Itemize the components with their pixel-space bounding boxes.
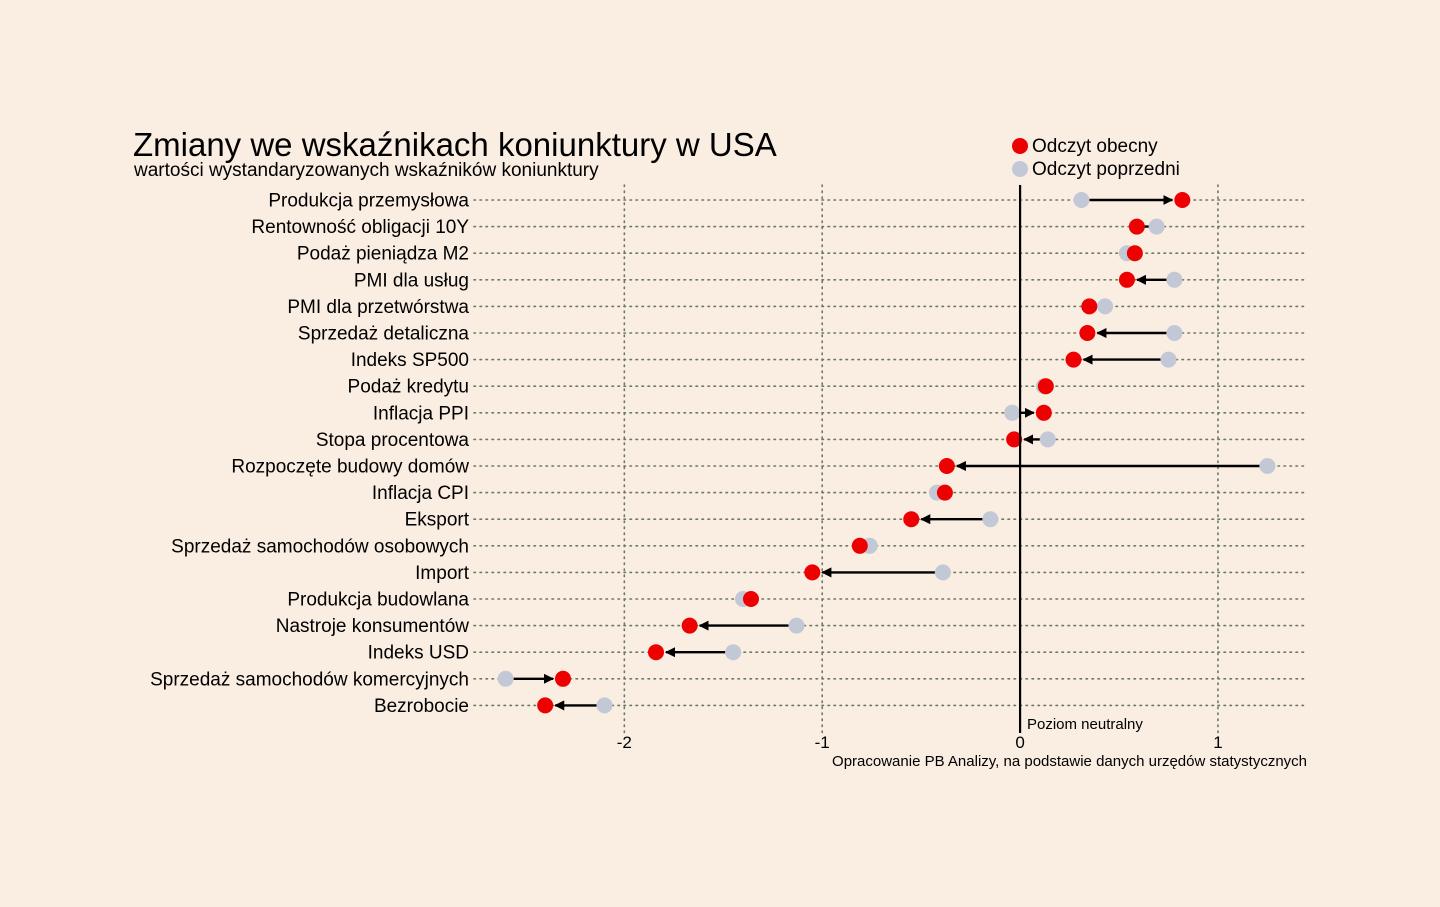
category-label: Sprzedaż samochodów osobowych (171, 536, 469, 557)
current-value-dot (1065, 351, 1082, 368)
category-label: Produkcja budowlana (287, 590, 469, 611)
current-value-dot (1128, 218, 1145, 235)
legend-previous-marker (1012, 161, 1028, 177)
current-value-dot (1079, 325, 1096, 341)
previous-value-dot (934, 564, 951, 581)
category-label: Inflacja PPI (373, 403, 469, 424)
category-label: Podaż kredytu (348, 377, 469, 398)
current-value-dot (537, 697, 554, 714)
current-value-dot (1081, 298, 1098, 315)
x-axis: -2 -1 0 1 (617, 185, 1223, 752)
previous-value-dot (1097, 298, 1114, 315)
x-tick-label: 1 (1213, 733, 1222, 752)
current-value-dot (1126, 245, 1143, 262)
current-value-dot (1037, 378, 1054, 395)
legend-current-marker (1012, 138, 1028, 154)
current-value-dot (648, 644, 664, 661)
previous-value-dot (1259, 458, 1276, 474)
category-label: PMI dla przetwórstwa (287, 297, 469, 318)
current-value-dot (681, 617, 698, 634)
current-value-dot (903, 511, 920, 528)
category-label: Rozpoczęte budowy domów (231, 457, 469, 478)
category-label: Podaż pieniądza M2 (297, 244, 469, 265)
previous-value-dot (1166, 325, 1183, 341)
category-label: Rentowność obligacji 10Y (251, 217, 469, 238)
previous-value-dot (1004, 404, 1021, 421)
category-rows: Produkcja przemysłowa Rentowność obligacj… (150, 191, 1276, 717)
current-value-dot (938, 458, 955, 474)
category-label: Produkcja przemysłowa (268, 191, 469, 212)
category-label: Bezrobocie (374, 696, 469, 717)
legend-current-label: Odczyt obecny (1032, 136, 1158, 157)
current-value-dot (1006, 431, 1023, 448)
current-value-dot (851, 537, 868, 554)
category-label: Inflacja CPI (372, 483, 469, 504)
legend: Odczyt obecny Odczyt poprzedni (1012, 136, 1180, 180)
previous-value-dot (1148, 218, 1165, 235)
previous-value-dot (497, 670, 514, 687)
x-tick-label: -1 (815, 733, 830, 752)
current-value-dot (936, 484, 953, 501)
grid (473, 184, 1308, 734)
legend-previous-label: Odczyt poprzedni (1032, 159, 1180, 180)
neutral-line-label: Poziom neutralny (1027, 716, 1143, 733)
x-tick-label: 0 (1015, 733, 1024, 752)
current-value-dot (1035, 404, 1052, 421)
category-label: Indeks USD (368, 643, 469, 664)
current-value-dot (742, 591, 759, 607)
previous-value-dot (788, 617, 805, 634)
chart-title: Zmiany we wskaźnikach koniunktury w USA (133, 126, 777, 163)
x-tick-label: -2 (617, 733, 632, 752)
category-label: Indeks SP500 (351, 350, 469, 371)
category-label: PMI dla usług (354, 270, 469, 291)
current-value-dot (1174, 192, 1191, 208)
category-label: Sprzedaż detaliczna (298, 324, 470, 345)
source-note: Opracowanie PB Analizy, na podstawie dan… (832, 753, 1307, 770)
previous-value-dot (725, 644, 742, 661)
previous-value-dot (1039, 431, 1056, 448)
category-label: Nastroje konsumentów (276, 616, 470, 637)
previous-value-dot (596, 697, 613, 714)
current-value-dot (1118, 271, 1135, 288)
category-label: Eksport (405, 510, 470, 531)
current-value-dot (804, 564, 821, 581)
current-value-dot (555, 670, 571, 687)
category-label: Import (415, 563, 470, 584)
previous-value-dot (982, 511, 999, 528)
category-label: Stopa procentowa (316, 430, 470, 451)
previous-value-dot (1160, 351, 1177, 368)
chart-subtitle: wartości wystandaryzowanych wskaźników k… (133, 160, 599, 181)
category-label: Sprzedaż samochodów komercyjnych (150, 669, 469, 690)
previous-value-dot (1073, 192, 1090, 208)
previous-value-dot (1166, 271, 1183, 288)
